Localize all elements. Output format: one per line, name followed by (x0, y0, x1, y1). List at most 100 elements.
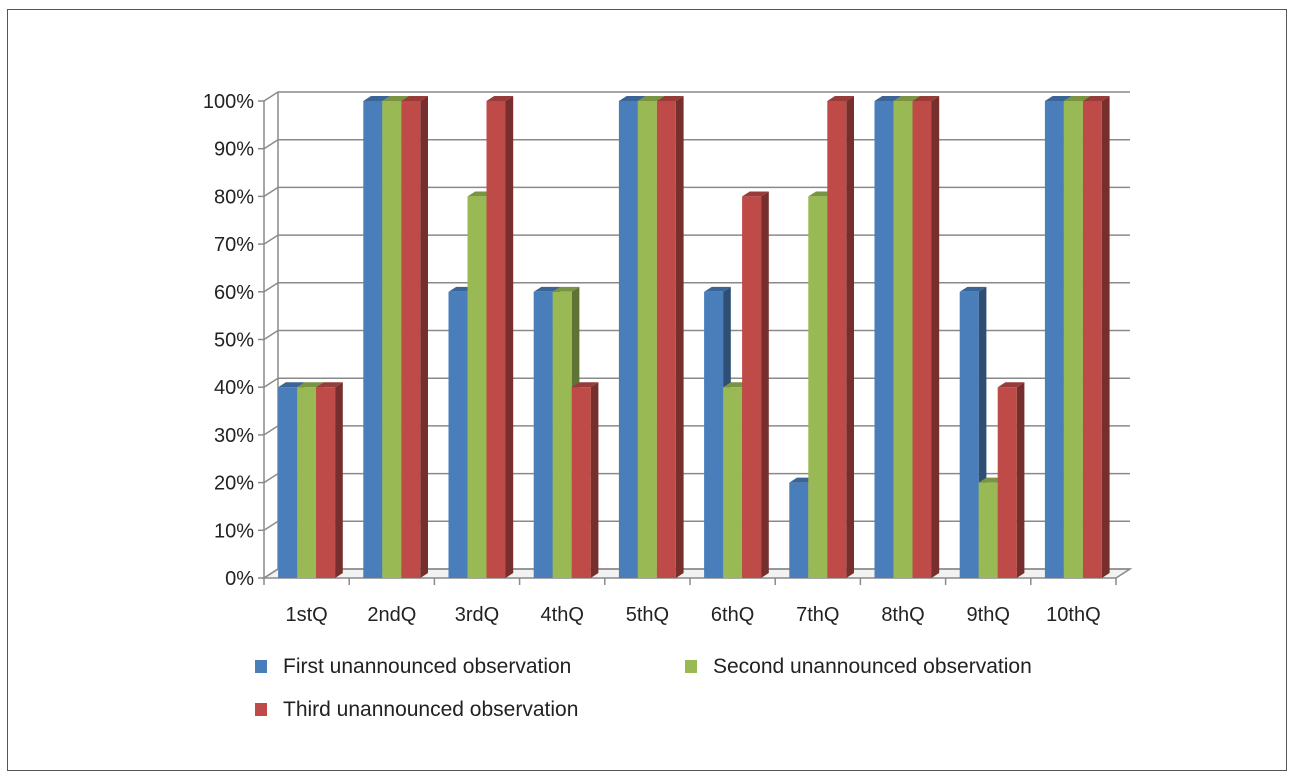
bar-top (893, 96, 921, 101)
legend-swatch (685, 660, 697, 673)
bar-front (363, 101, 383, 578)
bar (1082, 96, 1110, 579)
bar-front (382, 101, 402, 578)
bar-front (723, 387, 743, 578)
gridline (263, 91, 1130, 102)
legend-item: Second unannounced observation (685, 655, 1032, 678)
bar-front (959, 291, 979, 578)
bar (912, 96, 940, 579)
bar-top (637, 96, 665, 101)
bar-side (761, 191, 769, 578)
bar-front (704, 291, 724, 578)
bar-top (486, 96, 514, 101)
bar-side (1016, 382, 1025, 578)
bar-top (278, 382, 305, 388)
bar-front (533, 291, 553, 578)
y-tick-label: 20% (214, 473, 254, 495)
bar-top (742, 191, 769, 197)
x-tick-label: 4thQ (541, 604, 584, 626)
legend-swatch (255, 660, 267, 673)
bar-front (997, 387, 1017, 578)
y-tick-label: 0% (225, 568, 254, 590)
legend-label: Second unannounced observation (713, 655, 1032, 678)
x-tick-label: 7thQ (796, 604, 839, 626)
bar-front (827, 101, 847, 578)
bar-front (278, 387, 298, 578)
bar (401, 96, 428, 579)
bar-top (997, 382, 1025, 388)
y-tick-label: 10% (214, 520, 254, 542)
y-tick-label: 40% (214, 377, 254, 399)
bar (486, 96, 514, 579)
y-tick-label: 50% (214, 330, 254, 352)
x-tick-label: 5thQ (626, 604, 669, 626)
bar-front (448, 291, 468, 578)
bar-top (1063, 96, 1091, 101)
y-tick-label: 70% (214, 234, 254, 256)
bar-front (656, 101, 676, 578)
x-tick-label: 6thQ (711, 604, 754, 626)
bar-front (316, 387, 336, 578)
bar-top (656, 96, 684, 101)
bar-front (486, 101, 506, 578)
x-tick-label: 1stQ (285, 604, 327, 626)
bar-top (874, 96, 902, 101)
bar-top (552, 286, 580, 292)
bar-front (571, 387, 591, 578)
bar-side (420, 96, 428, 579)
bar-top (401, 96, 428, 101)
bar-top (827, 96, 854, 101)
bar (571, 382, 599, 578)
bar-side (846, 96, 854, 579)
bar-top (533, 286, 561, 292)
x-tick-label: 10thQ (1046, 604, 1100, 626)
bar-top (571, 382, 599, 388)
y-tick-label: 90% (214, 139, 254, 161)
bar-top (912, 96, 940, 101)
y-tick-label: 80% (214, 186, 254, 208)
bar-top (618, 96, 646, 101)
legend-item: Third unannounced observation (255, 698, 578, 721)
bar (742, 191, 769, 578)
x-tick-label: 2ndQ (367, 604, 416, 626)
legend-label: First unannounced observation (283, 655, 571, 678)
bar-front (467, 196, 487, 578)
bar-top (382, 96, 409, 101)
bar-side (675, 96, 684, 579)
bar-front (789, 482, 809, 578)
bar-front (893, 101, 913, 578)
bar-front (912, 101, 932, 578)
bar-side (931, 96, 940, 579)
bar-front (742, 196, 762, 578)
bar-side (590, 382, 599, 578)
bar-side (505, 96, 514, 579)
bar (316, 382, 343, 578)
y-tick-label: 60% (214, 282, 254, 304)
bar-front (1082, 101, 1102, 578)
bar-front (297, 387, 317, 578)
legend-swatch (255, 703, 267, 716)
bar-top (1082, 96, 1110, 101)
x-tick-label: 9thQ (967, 604, 1010, 626)
bars (278, 96, 1110, 579)
bar-front (401, 101, 421, 578)
bar (997, 382, 1025, 578)
bar-front (552, 291, 572, 578)
legend: First unannounced observation Second unan… (255, 655, 1032, 721)
bar-top (1044, 96, 1072, 101)
bar-side (335, 382, 343, 578)
bar-top (363, 96, 390, 101)
bar-front (1044, 101, 1064, 578)
x-tick-label: 3rdQ (455, 604, 499, 626)
bar (827, 96, 854, 579)
legend-label: Third unannounced observation (283, 698, 578, 721)
bar-side (1101, 96, 1110, 579)
bar-top (297, 382, 324, 388)
x-tick-label: 8thQ (881, 604, 924, 626)
bar-top (959, 286, 987, 292)
legend-item: First unannounced observation (255, 655, 571, 678)
bar-front (874, 101, 894, 578)
bar-front (618, 101, 638, 578)
bar-top (316, 382, 343, 388)
